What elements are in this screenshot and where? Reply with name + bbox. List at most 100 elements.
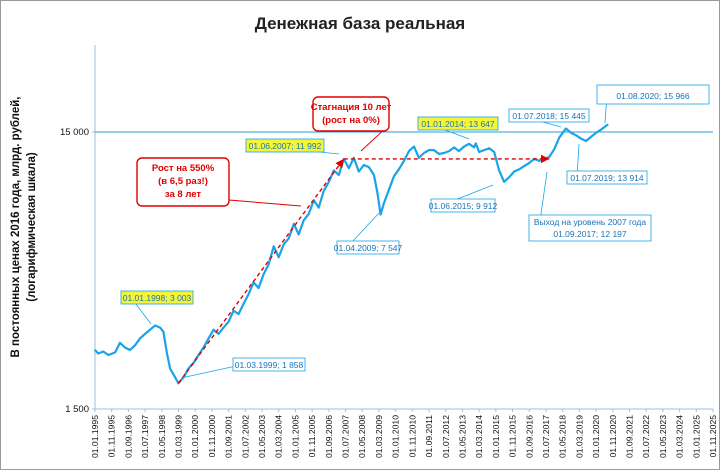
- series-point: [438, 153, 440, 155]
- series-point: [443, 152, 445, 154]
- series-point: [553, 148, 556, 151]
- x-tick-label: 01.01.2000: [190, 415, 200, 458]
- series-point: [282, 243, 285, 246]
- x-tick-label: 01.05.2013: [457, 415, 467, 458]
- y-tick-label: 15 000: [60, 127, 89, 138]
- series-point: [358, 170, 360, 173]
- y-axis-label-line1: В постоянных ценах 2016 года, млрд. рубл…: [10, 97, 22, 358]
- series-line: [94, 123, 609, 385]
- x-tick-label: 01.05.2023: [658, 415, 668, 458]
- chart-title: Денежная база реальная: [255, 14, 465, 33]
- series-point: [379, 213, 382, 216]
- series-point: [322, 190, 325, 192]
- series-point: [478, 151, 480, 153]
- series-point: [232, 309, 235, 312]
- y-tick-label: 1 500: [65, 404, 89, 415]
- series-point: [252, 281, 255, 284]
- point-label-text: 01.06.2015; 9 912: [429, 201, 498, 211]
- series-point: [162, 330, 165, 333]
- x-tick-label: 01.11.2015: [508, 415, 518, 458]
- series-point: [212, 328, 215, 331]
- x-tick-label: 01.07.2012: [441, 415, 451, 458]
- series-point: [237, 313, 240, 315]
- point-label-box: [430, 198, 496, 213]
- series-point: [508, 176, 510, 179]
- x-tick-label: 01.01.1995: [90, 415, 100, 458]
- series-point: [393, 175, 395, 177]
- series-point: [307, 212, 310, 215]
- series-point: [468, 142, 470, 145]
- series-point: [398, 168, 400, 171]
- series-point: [448, 150, 450, 152]
- series-point: [247, 293, 250, 295]
- point-label-text: 01.08.2020; 15 966: [616, 91, 690, 101]
- point-label-text: 01.07.2018; 15 445: [512, 111, 586, 121]
- point-label-box: [566, 170, 648, 185]
- x-tick-label: 01.09.2016: [524, 415, 534, 458]
- series-point: [475, 142, 477, 145]
- series-point: [606, 123, 609, 126]
- series-point: [363, 164, 365, 166]
- series-point: [503, 181, 505, 183]
- x-tick-label: 01.03.1999: [174, 415, 184, 458]
- series-point: [107, 354, 110, 356]
- series-point: [154, 324, 156, 327]
- x-tick-label: 01.05.2008: [357, 415, 367, 458]
- series-point: [129, 349, 131, 351]
- series-point: [408, 150, 410, 152]
- point-label-box: [596, 84, 710, 105]
- series-point: [558, 136, 561, 139]
- series-point: [368, 166, 370, 168]
- series-point: [383, 202, 385, 204]
- series-point: [488, 147, 490, 150]
- series-point: [272, 245, 275, 248]
- point-label-box: [245, 138, 325, 153]
- point-label-box: [336, 240, 400, 255]
- callout-text: за 8 лет: [165, 189, 202, 200]
- x-tick-label: 01.03.2019: [574, 415, 584, 458]
- x-tick-label: 01.07.2002: [240, 415, 250, 458]
- series-point: [580, 137, 582, 140]
- series-point: [242, 302, 245, 305]
- series-point: [159, 326, 161, 329]
- series-point: [373, 174, 375, 176]
- series-point: [428, 149, 430, 151]
- series-point: [257, 287, 260, 289]
- x-tick-label: 01.05.2018: [558, 415, 568, 458]
- callout-pointer: [228, 199, 302, 207]
- series-point: [337, 174, 340, 176]
- series-point: [600, 128, 602, 131]
- series-point: [277, 256, 280, 258]
- series-point: [287, 237, 290, 240]
- series-point: [348, 167, 350, 170]
- series-point: [453, 146, 455, 149]
- series-point: [528, 162, 531, 164]
- point-label-text: 01.03.1999; 1 858: [235, 360, 304, 370]
- x-tick-label: 01.11.2025: [708, 415, 718, 458]
- point-label-box: [528, 214, 652, 242]
- point-label-text: 01.04.2009; 7 547: [334, 243, 403, 253]
- series-point: [523, 165, 526, 167]
- x-tick-label: 01.09.2011: [424, 415, 434, 458]
- series-point: [595, 132, 597, 134]
- point-label-text: 01.01.1998; 3 003: [123, 293, 192, 303]
- y-axis-label-line2: (логарифмическая шкала): [26, 152, 38, 302]
- series-point: [498, 169, 500, 172]
- series-point: [217, 333, 220, 335]
- series-point: [172, 373, 175, 376]
- x-tick-label: 01.03.2014: [474, 415, 484, 458]
- series-point: [463, 145, 465, 148]
- point-label-text: 01.09.2017; 12 197: [553, 229, 627, 239]
- series-point: [317, 206, 320, 209]
- callout-text: (в 6,5 раз!): [158, 176, 208, 187]
- x-tick-label: 01.09.1996: [123, 415, 133, 458]
- point-label-box: [120, 290, 194, 305]
- callout-box: [136, 157, 230, 207]
- series-point: [388, 188, 390, 191]
- series-point: [267, 263, 270, 265]
- series-point: [333, 169, 335, 172]
- series-point: [423, 152, 425, 154]
- x-tick-label: 01.01.2020: [591, 415, 601, 458]
